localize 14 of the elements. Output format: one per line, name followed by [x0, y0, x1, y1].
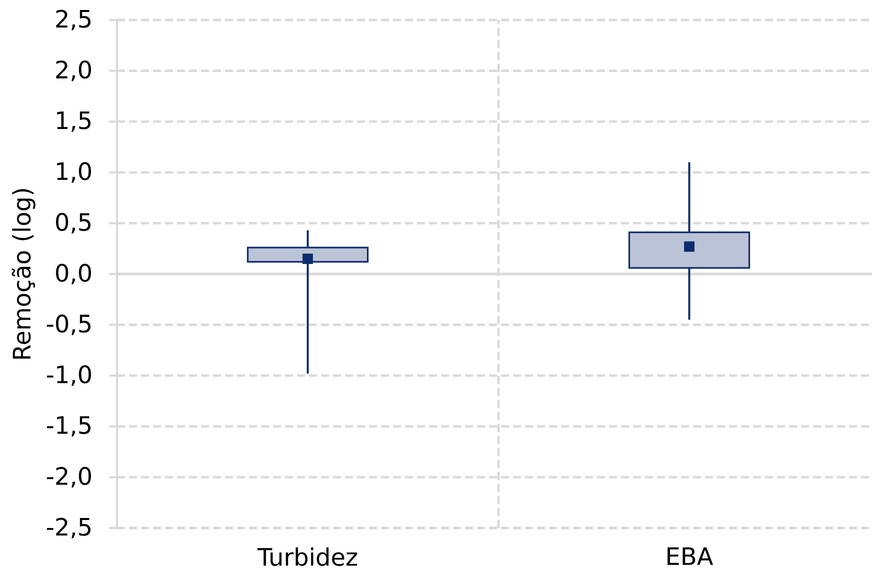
- y-tick-label: 1,0: [57, 162, 92, 183]
- y-tick-label: -1,5: [46, 416, 91, 437]
- y-tick-label: 0,0: [56, 264, 92, 284]
- y-tick-label: 2,5: [56, 10, 91, 30]
- y-tick-label: -2,0: [46, 466, 92, 488]
- x-tick-label: Turbidez: [257, 547, 358, 566]
- y-axis-title: Remoção (log): [12, 189, 36, 359]
- y-tick-label: 0,5: [56, 212, 91, 234]
- x-tick-label: EBA: [668, 547, 714, 565]
- y-tick-label: -2,5: [46, 518, 91, 538]
- y-tick-label: 2,0: [56, 60, 92, 82]
- y-tick-label: -1,0: [46, 365, 92, 386]
- y-tick-label: 1,5: [57, 111, 91, 132]
- y-tick-label: -0,5: [46, 314, 91, 336]
